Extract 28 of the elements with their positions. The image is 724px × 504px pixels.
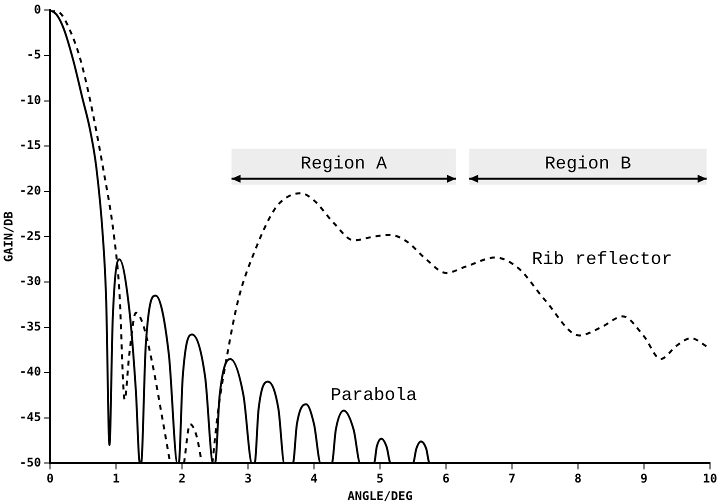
x-tick-label: 8 xyxy=(574,472,582,486)
y-tick-label: -5 xyxy=(26,48,42,62)
x-tick-label: 5 xyxy=(376,472,384,486)
y-tick-label: 0 xyxy=(34,2,42,16)
x-tick-label: 10 xyxy=(702,472,718,486)
y-tick-label: -20 xyxy=(19,184,42,198)
y-tick-label: -15 xyxy=(19,138,42,152)
band-label: Region B xyxy=(544,154,632,174)
x-tick-label: 9 xyxy=(640,472,648,486)
y-tick-label: -10 xyxy=(19,92,42,107)
y-tick-label: -35 xyxy=(19,319,42,334)
series-label: Rib reflector xyxy=(532,250,672,270)
y-tick-label: -25 xyxy=(19,228,42,243)
x-axis-title: ANGLE/DEG xyxy=(348,488,413,503)
x-tick-label: 2 xyxy=(178,472,186,486)
x-tick-label: 4 xyxy=(310,472,318,486)
y-tick-label: -30 xyxy=(19,274,42,288)
y-axis-title: GAIN/DB xyxy=(1,211,16,262)
y-tick-label: -45 xyxy=(19,410,42,424)
x-tick-label: 6 xyxy=(442,472,450,486)
x-tick-label: 7 xyxy=(508,472,516,486)
x-tick-label: 0 xyxy=(46,472,54,486)
y-tick-label: -40 xyxy=(19,364,42,379)
series-label: Parabola xyxy=(330,386,418,406)
x-tick-label: 3 xyxy=(244,472,252,486)
y-tick-label: -50 xyxy=(19,455,42,470)
x-tick-label: 1 xyxy=(112,472,120,486)
band-label: Region A xyxy=(300,154,388,174)
